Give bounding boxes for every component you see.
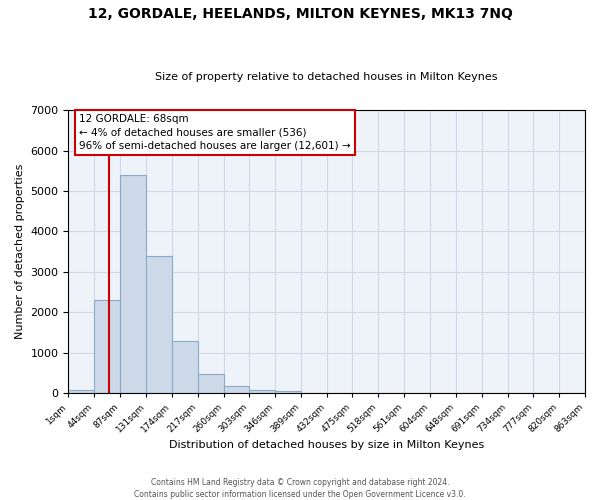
Y-axis label: Number of detached properties: Number of detached properties: [15, 164, 25, 340]
Bar: [146, 256, 172, 394]
Bar: [301, 392, 327, 394]
Bar: [224, 386, 250, 394]
Bar: [275, 391, 301, 394]
Text: 12, GORDALE, HEELANDS, MILTON KEYNES, MK13 7NQ: 12, GORDALE, HEELANDS, MILTON KEYNES, MK…: [88, 8, 512, 22]
Bar: [68, 390, 94, 394]
Title: Size of property relative to detached houses in Milton Keynes: Size of property relative to detached ho…: [155, 72, 498, 82]
X-axis label: Distribution of detached houses by size in Milton Keynes: Distribution of detached houses by size …: [169, 440, 484, 450]
Bar: [250, 390, 275, 394]
Bar: [172, 340, 198, 394]
Bar: [120, 175, 146, 394]
Text: 12 GORDALE: 68sqm
← 4% of detached houses are smaller (536)
96% of semi-detached: 12 GORDALE: 68sqm ← 4% of detached house…: [79, 114, 350, 150]
Text: Contains HM Land Registry data © Crown copyright and database right 2024.
Contai: Contains HM Land Registry data © Crown c…: [134, 478, 466, 499]
Bar: [198, 374, 224, 394]
Bar: [94, 300, 120, 394]
